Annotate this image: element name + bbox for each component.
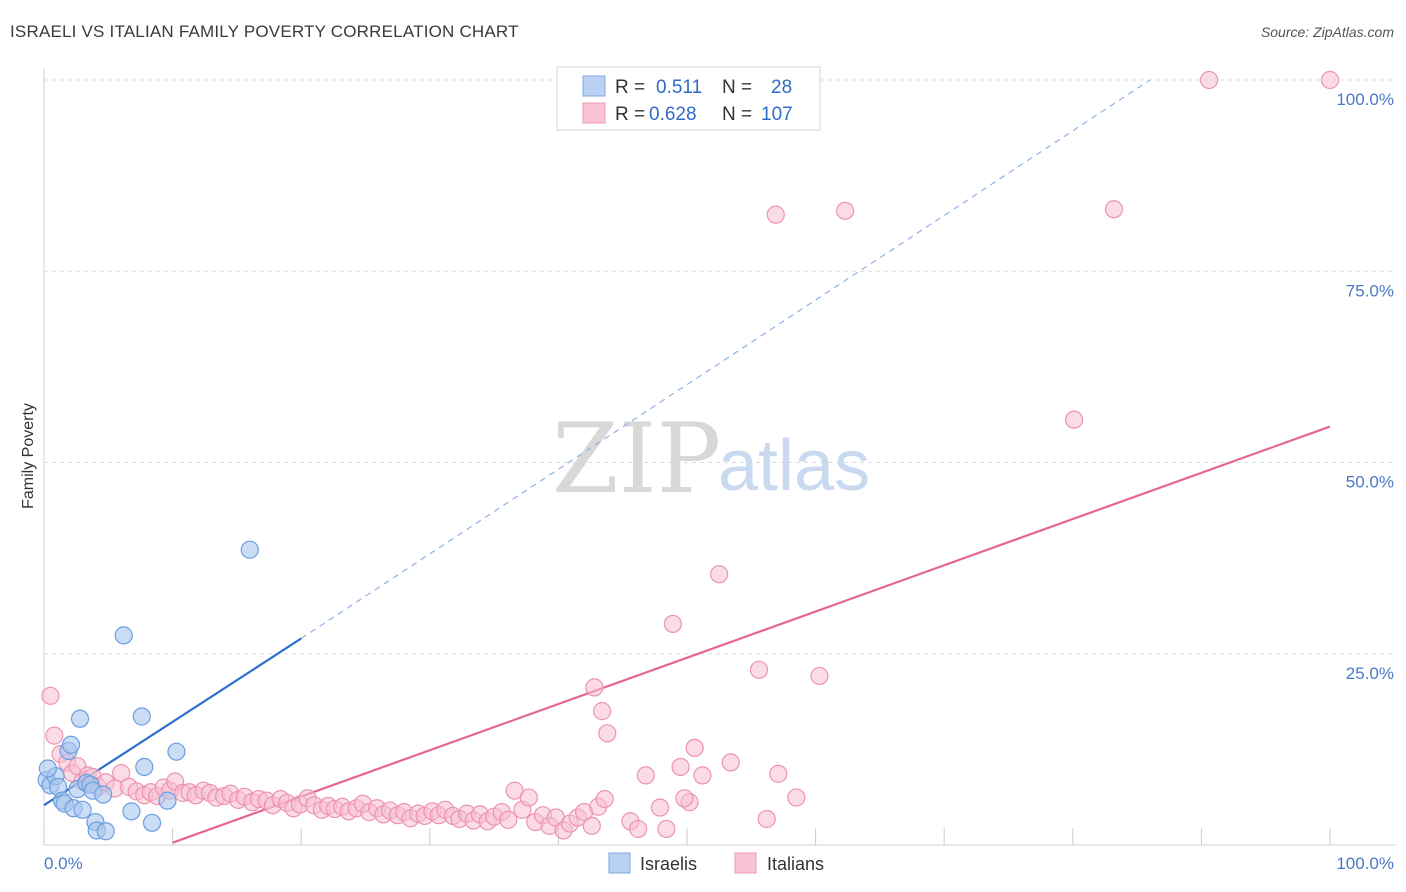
- israelis-point: [132, 707, 151, 726]
- italians-point: [1104, 200, 1124, 219]
- italians-point: [629, 819, 648, 839]
- bottom-legend-israelis-label: Israelis: [640, 854, 697, 874]
- italians-point: [685, 738, 704, 757]
- italians-point: [663, 614, 682, 634]
- israelis-point: [142, 813, 162, 832]
- italians-point: [766, 205, 785, 224]
- bottom-legend-italians-swatch: [734, 852, 757, 874]
- legend-israelis-n-label: N =: [722, 77, 752, 98]
- israelis-points: [37, 540, 259, 841]
- italians-point: [519, 788, 538, 807]
- watermark-zip: ZIP: [552, 403, 721, 515]
- italians-point: [593, 702, 612, 721]
- italians-point: [810, 666, 829, 686]
- italians-point: [1200, 70, 1219, 90]
- italians-point: [582, 816, 601, 835]
- bottom-legend-israelis-swatch: [608, 852, 631, 874]
- italians-point: [721, 753, 740, 772]
- legend-box: R = 0.511 N = 28 R = 0.628 N = 107: [556, 66, 821, 131]
- y-tick-label: 100.0%: [1336, 90, 1394, 109]
- italians-point: [671, 757, 690, 777]
- legend-italians-swatch: [582, 102, 606, 124]
- italians-point: [710, 565, 729, 584]
- italians-points: [41, 70, 1340, 840]
- israelis-point: [61, 735, 81, 754]
- italians-point: [749, 660, 769, 679]
- legend-israelis-n-value: 28: [771, 77, 792, 98]
- israelis-point: [122, 802, 141, 821]
- x-tick-label-max: 100.0%: [1336, 854, 1394, 873]
- legend-italians-r-label: R =: [615, 104, 645, 125]
- x-tick-label-min: 0.0%: [44, 854, 83, 873]
- israelis-point: [135, 757, 154, 777]
- israelis-point: [73, 800, 92, 819]
- italians-point: [1320, 70, 1340, 90]
- israelis-point: [94, 785, 113, 804]
- italians-point: [787, 788, 806, 807]
- italians-point: [595, 789, 614, 809]
- israelis-point: [240, 540, 259, 559]
- y-axis-label: Family Poverty: [20, 403, 37, 509]
- chart-source: Source: ZipAtlas.com: [1260, 24, 1394, 40]
- italians-point: [598, 724, 617, 743]
- bottom-legend-italians-label: Italians: [767, 854, 824, 874]
- israelis-point: [158, 791, 177, 810]
- bottom-legend: Israelis Italians: [608, 852, 824, 874]
- italians-point: [836, 201, 855, 220]
- italians-point: [693, 766, 712, 785]
- legend-italians-r-value: 0.628: [649, 104, 697, 125]
- israelis-trend-extension: [300, 79, 1151, 639]
- italians-point: [585, 678, 604, 697]
- italians-point: [499, 810, 518, 829]
- y-tick-labels: 25.0% 50.0% 75.0% 100.0%: [1336, 90, 1394, 683]
- israelis-point: [114, 626, 133, 645]
- legend-italians-n-value: 107: [761, 104, 793, 125]
- israelis-point: [70, 709, 90, 728]
- italians-point: [757, 809, 776, 829]
- italians-point: [1064, 410, 1084, 429]
- watermark-atlas: atlas: [718, 426, 870, 506]
- chart-title: ISRAELI VS ITALIAN FAMILY POVERTY CORREL…: [10, 22, 519, 41]
- italians-point: [650, 798, 670, 817]
- italians-point: [636, 766, 655, 785]
- y-tick-label: 75.0%: [1346, 281, 1394, 300]
- italians-point: [112, 763, 131, 783]
- legend-italians-n-label: N =: [722, 104, 752, 125]
- y-tick-label: 25.0%: [1346, 664, 1394, 683]
- italians-point: [45, 726, 64, 745]
- israelis-point: [38, 759, 57, 778]
- italians-point: [769, 764, 788, 783]
- y-tick-label: 50.0%: [1346, 473, 1394, 492]
- italians-trend-line: [172, 425, 1331, 844]
- legend-israelis-swatch: [582, 75, 606, 97]
- italians-point: [657, 819, 676, 839]
- italians-point: [41, 686, 60, 705]
- israelis-point: [96, 822, 115, 841]
- legend-israelis-r-value: 0.511: [656, 77, 702, 98]
- israelis-point: [167, 742, 186, 761]
- italians-point: [675, 789, 694, 808]
- legend-israelis-r-label: R =: [615, 77, 645, 98]
- x-tick-marks: [43, 828, 1331, 845]
